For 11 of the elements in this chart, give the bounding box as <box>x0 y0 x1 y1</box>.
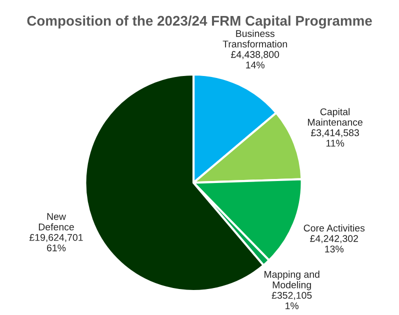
chart-title: Composition of the 2023/24 FRM Capital Programme <box>27 16 372 29</box>
data-label: £19,624,701 61% <box>29 234 83 252</box>
data-label: £4,242,302 13% <box>310 235 358 252</box>
slice-label: Capital Maintenance <box>308 108 362 126</box>
data-label: £4,438,800 14% <box>231 51 280 68</box>
slice-label: New Defence <box>38 213 74 230</box>
data-label: £352,105 1% <box>272 292 312 310</box>
slice-label: Business Transformation <box>222 30 287 48</box>
data-label: £3,414,583 11% <box>311 129 359 147</box>
slice-label: Core Activities <box>304 224 365 232</box>
slice-label: Mapping and Modeling <box>264 270 320 290</box>
